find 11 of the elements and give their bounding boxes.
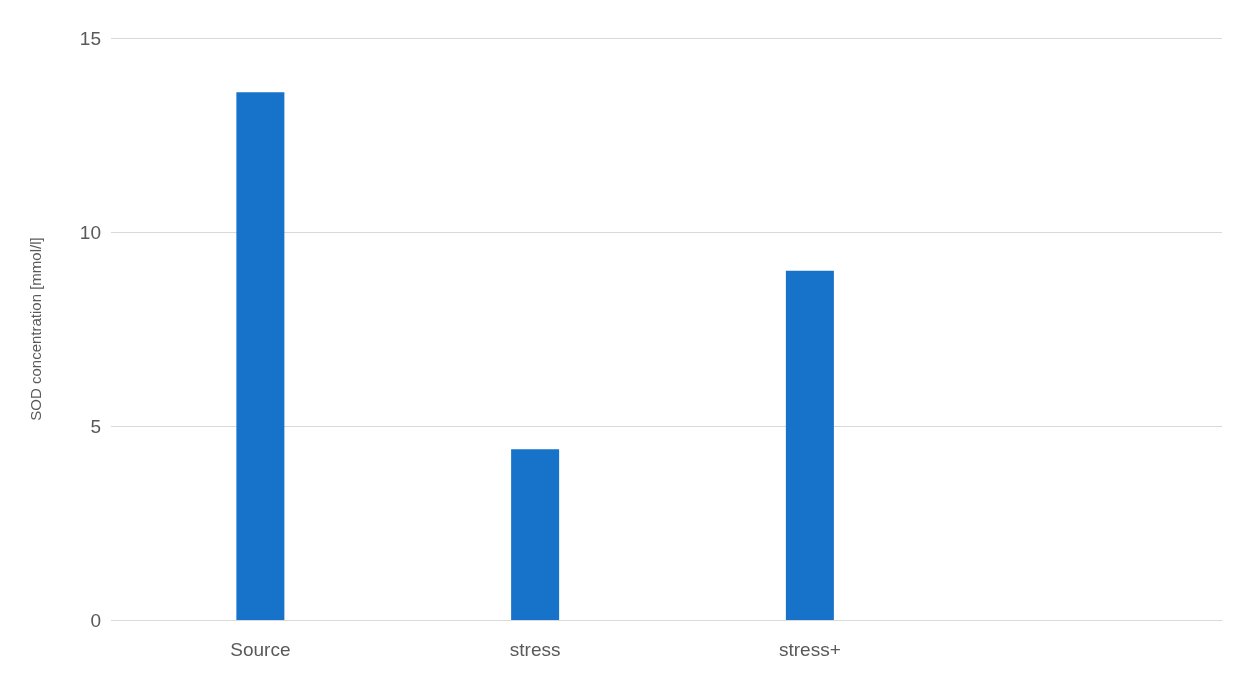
bar (785, 270, 834, 620)
y-axis-title: SOD concentration [mmol/l] (27, 237, 44, 421)
x-tick-label: stress (509, 639, 561, 660)
y-tick-label: 10 (79, 221, 101, 243)
bar (236, 92, 285, 620)
y-tick-label: 5 (90, 415, 101, 437)
bar (511, 449, 560, 620)
y-tick-label: 0 (90, 609, 101, 631)
x-tick-label: stress+ (778, 639, 841, 660)
x-tick-label: Source (230, 639, 291, 660)
y-tick-label: 15 (79, 27, 101, 49)
